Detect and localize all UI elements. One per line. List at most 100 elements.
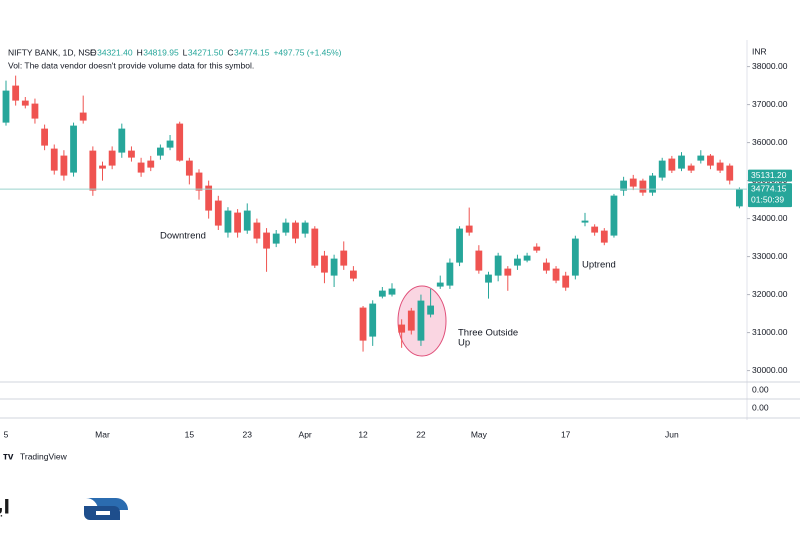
candle-body xyxy=(60,155,68,176)
y-tick-label: 36000.00 xyxy=(752,137,788,147)
candle-body xyxy=(157,147,164,156)
tv-logo-text: TradingView xyxy=(20,451,68,461)
candles xyxy=(2,75,743,352)
pane-label: 0.00 xyxy=(752,402,769,412)
candle-body xyxy=(176,123,184,161)
y-tick-label: 37000.00 xyxy=(752,99,788,109)
candle-body xyxy=(321,255,328,273)
brand-name: ایرانیکارت xyxy=(0,497,10,519)
y-tick-label: 31000.00 xyxy=(752,327,788,337)
candle-body xyxy=(340,250,348,266)
candle-body xyxy=(50,148,58,171)
candle-body xyxy=(736,189,743,207)
ohlc-value: 34321.40 xyxy=(97,47,133,57)
ohlc-key: C xyxy=(227,47,233,57)
candle-body xyxy=(185,160,193,176)
candle-body xyxy=(726,165,734,181)
candle-body xyxy=(687,165,695,171)
price-tag-label: 35131.20 xyxy=(751,170,787,180)
y-tick-label: 32000.00 xyxy=(752,289,788,299)
y-tick-label: 34000.00 xyxy=(752,213,788,223)
symbol: NIFTY BANK, 1D, NSE xyxy=(8,47,96,57)
candle-body xyxy=(417,300,425,341)
ohlc-value: 34819.95 xyxy=(143,47,179,57)
candle-body xyxy=(427,305,434,315)
ohlc-value: 34774.15 xyxy=(234,47,270,57)
pane-label: 0.00 xyxy=(752,384,769,394)
candle-body xyxy=(359,307,367,341)
candle-body xyxy=(137,162,145,173)
last-price-label: 34774.15 xyxy=(751,183,787,193)
candle-body xyxy=(292,222,299,239)
candle-body xyxy=(465,225,473,233)
price-tag xyxy=(748,169,792,182)
ohlc-key: O xyxy=(90,47,97,57)
y-tick-label: 33000.00 xyxy=(752,251,788,261)
currency: INR xyxy=(752,46,767,56)
candle-body xyxy=(253,222,261,239)
candle-body xyxy=(214,200,222,226)
change: +497.75 (+1.45%) xyxy=(273,47,341,57)
candle-body xyxy=(600,230,608,243)
annotation: Three Outside xyxy=(458,328,518,339)
candle-body xyxy=(610,195,618,236)
x-tick-label: Jun xyxy=(665,429,679,439)
candle-body xyxy=(475,250,483,271)
candle-body xyxy=(205,185,213,211)
candle-body xyxy=(571,238,579,276)
x-tick-label: 5 xyxy=(4,429,9,439)
candle-body xyxy=(108,150,116,166)
candle-body xyxy=(282,222,290,233)
countdown: 01:50:39 xyxy=(751,194,784,204)
x-tick-label: May xyxy=(471,429,488,439)
candle-body xyxy=(272,233,280,244)
y-tick-label: 30000.00 xyxy=(752,365,788,375)
candle-body xyxy=(31,103,39,119)
x-tick-label: 22 xyxy=(416,429,426,439)
candle-body xyxy=(195,172,203,191)
annotation: Downtrend xyxy=(160,231,206,242)
candle-body xyxy=(649,175,656,193)
candle-body xyxy=(552,268,560,281)
candle-body xyxy=(2,90,10,123)
candle-body xyxy=(446,262,454,286)
candle-body xyxy=(697,155,705,161)
candle-body xyxy=(41,128,48,146)
candle-body xyxy=(21,100,29,106)
candle-body xyxy=(301,222,309,234)
tv-logo-mark: ᴛᴠ xyxy=(3,452,14,463)
x-tick-label: Mar xyxy=(95,429,110,439)
candle-body xyxy=(716,162,724,171)
candle-body xyxy=(311,228,319,266)
candle-body xyxy=(234,212,241,233)
candle-body xyxy=(456,228,463,263)
candle-body xyxy=(330,258,338,276)
candle-body xyxy=(118,128,126,153)
candle-body xyxy=(436,282,444,287)
candle-body xyxy=(166,140,174,148)
y-tick-label: 38000.00 xyxy=(752,61,788,71)
candle-body xyxy=(147,160,155,168)
candle-body xyxy=(378,290,386,297)
candle-body xyxy=(350,270,357,279)
candle-body xyxy=(12,85,20,101)
x-tick-label: 17 xyxy=(561,429,571,439)
candle-body xyxy=(562,275,570,288)
candle-body xyxy=(543,262,550,271)
candle-body xyxy=(494,255,502,276)
ohlc-value: 34271.50 xyxy=(188,47,224,57)
candle-body xyxy=(591,226,599,233)
candle-body xyxy=(407,310,415,331)
candle-body xyxy=(658,160,666,178)
candle-body xyxy=(514,258,521,266)
candle-body xyxy=(398,324,406,333)
candle-body xyxy=(128,150,135,158)
last-price-tag xyxy=(748,183,792,208)
candle-body xyxy=(707,155,714,166)
x-tick-label: Apr xyxy=(299,429,312,439)
x-tick-label: 15 xyxy=(185,429,195,439)
candle-body xyxy=(523,255,531,261)
candle-body xyxy=(678,155,685,169)
